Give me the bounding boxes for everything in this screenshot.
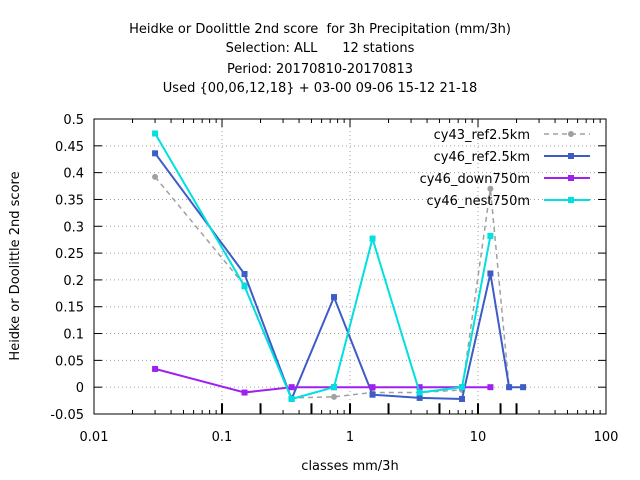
data-point [506, 384, 513, 391]
data-point [288, 395, 295, 402]
data-point [487, 270, 494, 277]
axis-ticks: 0.01 0.1 1 10 100 -0.05 0 0.05 0.1 0.15 0.2 0.25 0.3… [50, 113, 618, 445]
x-axis-label: classes mm/3h [301, 459, 398, 474]
data-point [241, 271, 248, 278]
title-line-2: Selection: ALL 12 stations [225, 41, 415, 56]
data-point [288, 384, 295, 391]
data-point [416, 384, 423, 391]
legend: cy43_ref2.5km cy46_ref2.5km cy46_down750mc… [420, 128, 590, 209]
series-cy46_nest750m [152, 130, 494, 402]
data-point [331, 294, 338, 301]
y-tick-label: 0.5 [63, 113, 84, 128]
data-point [152, 173, 159, 180]
title-line-1: Heidke or Doolittle 2nd score for 3h Pre… [129, 22, 511, 37]
legend-label: cy46_ref2.5km [434, 150, 530, 165]
legend-label: cy43_ref2.5km [434, 128, 530, 143]
data-point [416, 389, 423, 396]
legend-marker [568, 197, 574, 203]
y-tick-label: 0 [76, 381, 84, 396]
legend-marker [568, 131, 574, 137]
data-point [331, 384, 338, 391]
y-tick-label: 0.35 [55, 193, 84, 208]
legend-entry: cy46_down750m [420, 172, 590, 187]
y-tick-label: 0.25 [55, 247, 84, 262]
y-tick-label: 0.4 [63, 167, 84, 182]
series-line [154, 132, 492, 401]
x-tick-label: 1 [346, 430, 354, 445]
data-point [369, 384, 376, 391]
data-point [152, 150, 159, 157]
legend-entry: cy43_ref2.5km [434, 128, 590, 143]
data-point [152, 365, 159, 372]
x-tick-label: 0.01 [80, 430, 109, 445]
data-point [241, 389, 248, 396]
y-tick-label: 0.45 [55, 140, 84, 155]
data-point [369, 235, 376, 242]
legend-label: cy46_down750m [420, 172, 530, 187]
title-line-3: Period: 20170810-20170813 [226, 62, 414, 77]
series-line [154, 152, 524, 402]
title-line-4: Used {00,06,12,18} + 03-00 09-06 15-12 2… [162, 81, 478, 96]
y-tick-label: 0.2 [63, 274, 84, 289]
legend-marker [568, 153, 574, 159]
data-point [241, 283, 248, 290]
data-point [369, 391, 376, 398]
x-tick-label: 100 [594, 430, 619, 445]
y-tick-label: 0.15 [55, 301, 84, 316]
legend-entry: cy46_nest750m [427, 194, 590, 209]
data-point [459, 395, 466, 402]
y-axis-label: Heidke or Doolittle 2nd score [8, 171, 23, 360]
legend-label: cy46_nest750m [427, 194, 530, 209]
data-point [487, 185, 494, 192]
data-point [152, 130, 159, 137]
data-point [487, 232, 494, 239]
data-point [416, 394, 423, 401]
y-tick-label: 0.3 [63, 220, 84, 235]
data-point [520, 384, 527, 391]
y-tick-label: 0.05 [55, 354, 84, 369]
data-point [331, 393, 338, 400]
series-layer [152, 130, 527, 402]
data-point [459, 384, 466, 391]
y-tick-label: 0.1 [63, 328, 84, 343]
legend-marker [568, 175, 574, 181]
data-point [487, 384, 494, 391]
legend-entry: cy46_ref2.5km [434, 150, 590, 165]
x-tick-label: 0.1 [212, 430, 233, 445]
y-tick-label: -0.05 [50, 408, 84, 423]
x-tick-label: 10 [470, 430, 487, 445]
